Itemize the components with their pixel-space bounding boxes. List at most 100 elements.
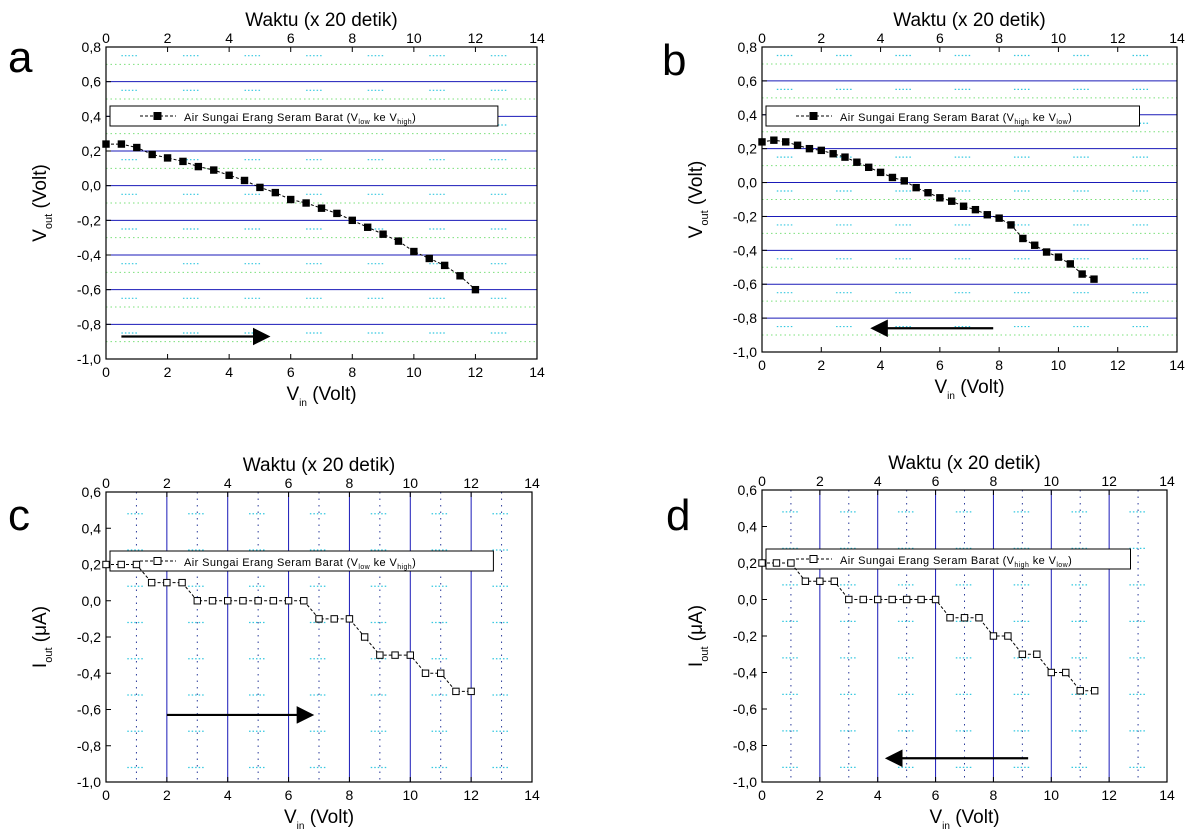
data-point: [1018, 650, 1027, 658]
y-axis-title: Vout (Volt): [30, 164, 55, 242]
data-point: [406, 651, 414, 659]
data-point: [302, 199, 310, 207]
data-point: [1007, 221, 1015, 229]
data-point: [1090, 275, 1098, 283]
legend-label: Air Sungai Erang Seram Barat (Vlow ke Vh…: [184, 112, 416, 126]
x-axis-title: Vin (Volt): [934, 377, 1004, 402]
y-tick-label: 0,0: [738, 592, 758, 608]
data-point: [782, 138, 790, 146]
y-tick-label: 0,2: [738, 555, 758, 571]
y-axis-title: Iout (μA): [686, 605, 711, 667]
data-point: [376, 651, 384, 659]
data-point: [931, 595, 940, 604]
data-point: [959, 202, 968, 210]
data-point: [1047, 668, 1055, 677]
plot-area: [106, 47, 537, 359]
legend-marker: [809, 555, 818, 563]
data-point: [772, 559, 781, 567]
top-tick-label: 14: [1159, 473, 1175, 489]
top-tick-label: 2: [817, 30, 825, 46]
top-tick-label: 10: [402, 475, 418, 491]
top-tick-label: 8: [990, 473, 998, 489]
x-tick-label: 10: [402, 787, 418, 803]
data-point: [379, 230, 387, 238]
y-tick-label: -0,6: [77, 282, 101, 298]
x-tick-label: 0: [102, 787, 110, 803]
x-axis-title: Vin (Volt): [286, 384, 356, 409]
top-tick-label: 10: [1051, 30, 1067, 46]
data-point: [117, 140, 126, 148]
top-tick-label: 8: [995, 30, 1003, 46]
top-tick-label: 0: [102, 475, 110, 491]
legend-marker: [153, 557, 162, 565]
y-tick-label: -0,6: [733, 701, 757, 717]
x-tick-label: 0: [758, 787, 766, 803]
x-tick-label: 14: [529, 364, 545, 380]
legend-box: [109, 105, 499, 127]
data-point: [1062, 668, 1070, 677]
y-tick-label: -1,0: [733, 344, 757, 360]
legend-marker: [153, 112, 162, 120]
data-point: [900, 177, 908, 185]
y-tick-label: 0,0: [82, 593, 102, 609]
data-point: [193, 597, 201, 605]
data-point: [147, 578, 156, 587]
legend: Air Sungai Erang Seram Barat (Vlow ke Vh…: [109, 105, 499, 127]
legend-label: Air Sungai Erang Seram Barat (Vlow ke Vh…: [184, 557, 416, 571]
data-point: [770, 136, 778, 144]
data-point: [817, 146, 825, 155]
data-point: [471, 285, 480, 294]
data-point: [865, 163, 873, 172]
y-tick-label: 0,0: [738, 175, 758, 191]
x-tick-label: 10: [1051, 357, 1067, 373]
plot-frame: [105, 46, 538, 360]
plot-frame: [761, 46, 1178, 353]
y-tick-label: -1,0: [733, 774, 757, 790]
data-point: [208, 597, 217, 605]
data-point: [1031, 241, 1039, 249]
y-tick-label: -0,2: [733, 628, 757, 644]
x-tick-label: 8: [990, 787, 998, 803]
data-point: [758, 138, 766, 146]
x-tick-label: 6: [936, 357, 944, 373]
data-point: [269, 597, 278, 605]
data-point: [1033, 650, 1041, 658]
top-tick-label: 2: [163, 475, 171, 491]
data-point: [284, 597, 293, 605]
x-tick-label: 12: [1101, 787, 1117, 803]
data-point: [425, 254, 433, 263]
y-tick-label: 0,6: [738, 73, 758, 89]
y-tick-label: -0,2: [733, 208, 757, 224]
x-tick-label: 2: [817, 357, 825, 373]
top-tick-label: 2: [816, 473, 824, 489]
x-tick-label: 2: [164, 364, 172, 380]
data-point: [816, 577, 824, 585]
chart-panel-c: 0 2 4 6 8 10 12 14 0 2 4 6 8 10 12 14 -1,0 -0,8 -0,6 -0,4 -0…: [8, 455, 540, 829]
y-axis-title: Vout (Volt): [686, 161, 711, 239]
data-point: [888, 595, 896, 604]
data-point: [912, 183, 920, 192]
x-tick-label: 4: [874, 787, 882, 803]
data-point: [829, 150, 837, 158]
y-axis-title: Iout (μA): [30, 606, 55, 668]
x-tick-label: 8: [348, 364, 356, 380]
y-tick-label: -0,6: [77, 702, 101, 718]
data-point: [983, 211, 991, 219]
legend-box: [109, 550, 494, 572]
data-point: [102, 140, 110, 148]
data-point: [163, 578, 171, 587]
data-point: [1076, 687, 1084, 695]
top-tick-label: 6: [932, 473, 940, 489]
top-tick-label: 0: [758, 473, 766, 489]
data-point: [239, 597, 247, 605]
y-tick-label: -0,8: [733, 738, 757, 754]
data-point: [876, 168, 885, 177]
top-tick-label: 2: [164, 30, 172, 46]
plot-area: [106, 492, 532, 782]
top-tick-label: 8: [346, 475, 354, 491]
data-point: [421, 669, 430, 677]
data-point: [210, 166, 218, 174]
data-point: [888, 173, 897, 182]
legend: Air Sungai Erang Seram Barat (Vlow ke Vh…: [109, 550, 494, 572]
